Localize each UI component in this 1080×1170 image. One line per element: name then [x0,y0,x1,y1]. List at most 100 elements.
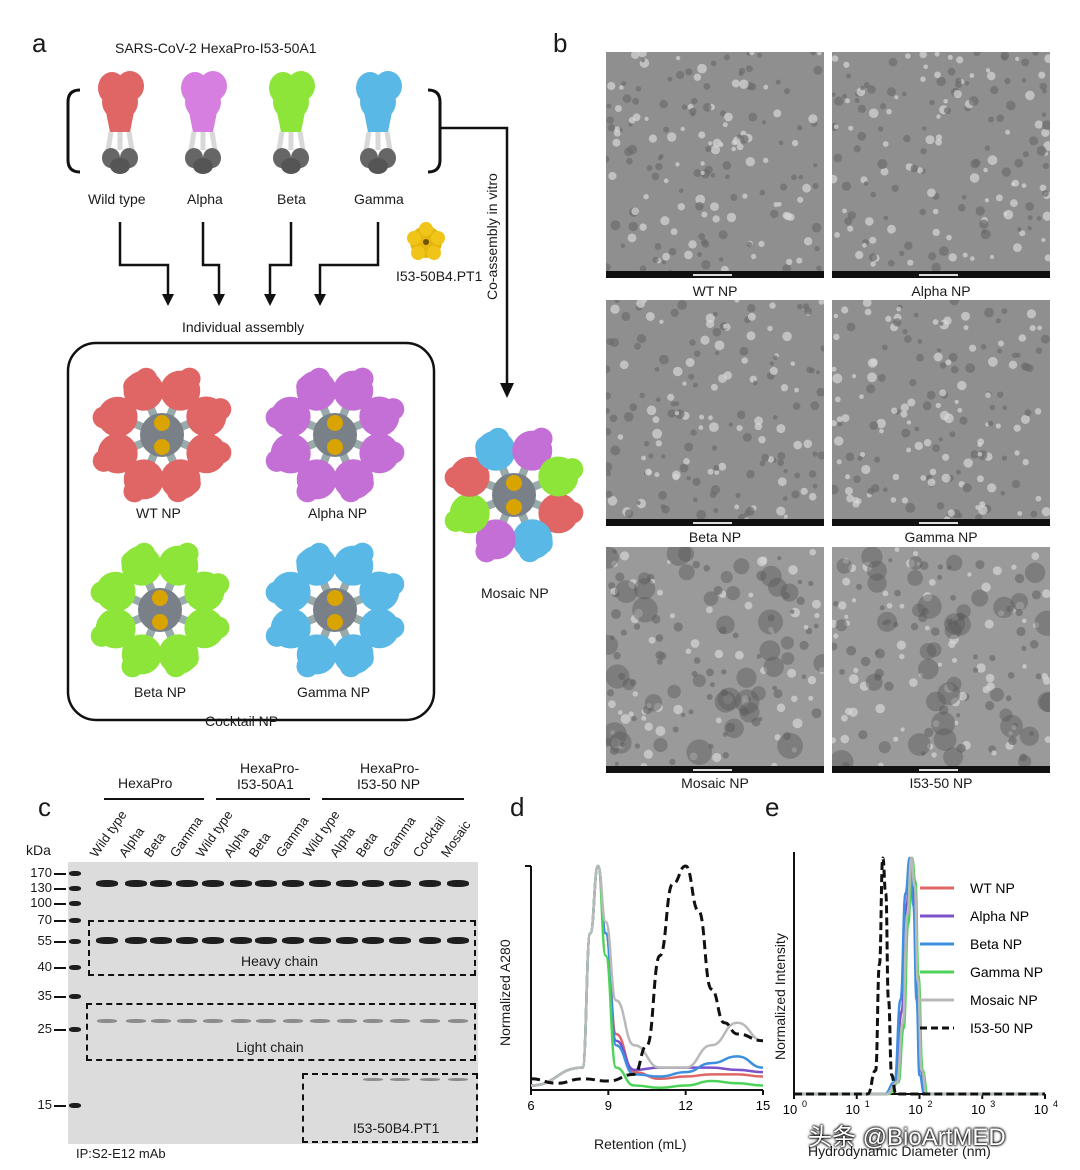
watermark: 头条 @BioArtMED [808,1124,1006,1151]
em-caption-i53-50: I53-50 NP [909,775,973,791]
series-line [530,864,764,1087]
kda-tick [54,920,66,922]
gel-band [69,871,81,876]
gel-band [363,1019,383,1023]
gel-band [309,937,331,944]
group-underline-2 [216,798,310,800]
chart-d-ylabel: Normalized A280 [497,939,513,1046]
gel-band [363,1078,383,1081]
pentamer-label: I53-50B4.PT1 [396,268,483,284]
legend-label: Mosaic NP [970,992,1038,1008]
gel-band [420,1019,440,1023]
x-tick-label: 9 [605,1098,612,1113]
gel-band [337,1019,357,1023]
group-label-hexapro-a1-line2: I53-50A1 [237,776,294,792]
np-label-beta: Beta NP [134,684,187,700]
gel-band [150,937,172,944]
em-caption-beta: Beta NP [688,529,742,545]
x-tick-exponent: 3 [990,1099,995,1109]
kda-tick [54,903,66,905]
kda-tick [54,1029,66,1031]
kda-marker-label: 100 [30,895,52,910]
heavy-chain-box [88,920,476,976]
chart-e-xlabel: Hydrodynamic Diameter (nm) [808,1143,991,1159]
light-chain-box [86,1003,476,1061]
em-image-mosaic [606,547,824,773]
gel-band [336,880,358,887]
panel-a-diagram [66,71,584,722]
gel-band [176,937,198,944]
gel-band [125,937,147,944]
gel-band [419,880,441,887]
em-image-wt [606,52,824,278]
x-tick-label: 12 [678,1098,692,1113]
series-line [794,856,1045,1096]
gel-band [203,1019,223,1023]
x-tick-exponent: 4 [1053,1099,1058,1109]
gel-band [389,880,411,887]
series-line [794,856,1045,1096]
em-texture [832,547,1050,773]
kda-tick [54,888,66,890]
gel-band [420,1078,440,1081]
gel-band [390,1078,410,1081]
panel-a-title: SARS-CoV-2 HexaPro-I53-50A1 [115,40,317,56]
gel-band [448,1078,468,1081]
kda-marker-label: 25 [37,1021,52,1036]
em-texture [606,300,824,526]
gel-band [309,880,331,887]
gel-band [96,937,118,944]
gel-band [176,880,198,887]
gel-band [419,937,441,944]
spike-protein-3 [356,71,402,174]
gel-band [202,880,224,887]
em-image-beta [606,300,824,526]
gel-band [230,880,252,887]
spike-label-wild-type: Wild type [88,191,146,207]
gel-band [151,1019,171,1023]
kda-marker-label: 70 [37,912,52,927]
individual-assembly-label: Individual assembly [182,319,305,335]
gel-band [202,937,224,944]
gel-band [447,937,469,944]
chart-d: 6 9 12 15 [525,864,770,1113]
spike-label-beta: Beta [277,191,306,207]
x-tick-label: 10 [1034,1102,1048,1117]
x-tick-label: 15 [756,1098,770,1113]
x-tick-label: 10 [783,1102,797,1117]
group-underline-1 [104,798,204,800]
gel-band [362,880,384,887]
gel-band [69,886,81,891]
scale-line [693,522,733,524]
group-label-hexapro-np-line1: HexaPro- [360,760,420,776]
gel-band [282,880,304,887]
legend-label: Beta NP [970,936,1022,952]
coassembly-label: Co-assembly in vitro [484,173,500,300]
gel-band [69,901,81,906]
x-tick-label: 10 [846,1102,860,1117]
light-chain-label: Light chain [236,1039,304,1055]
np-label-wt: WT NP [136,505,181,521]
series-line [530,864,764,1087]
cocktail-np-label: Cocktail NP [205,713,279,729]
scale-line [919,522,959,524]
series-line [530,864,764,1087]
np-beta [90,542,230,678]
group-underline-3 [322,798,464,800]
em-texture [606,547,824,773]
em-texture [606,52,824,278]
spike-protein-0 [98,71,144,174]
gel-band [69,918,81,923]
spike-label-gamma: Gamma [354,191,404,207]
gel-band [283,1019,303,1023]
kda-tick [54,1105,66,1107]
em-caption-mosaic: Mosaic NP [681,775,749,791]
gel-band [389,937,411,944]
legend-label: I53-50 NP [970,1020,1033,1036]
lane-label: Alpha [115,824,148,860]
group-label-hexapro: HexaPro [118,775,173,791]
spike-protein-1 [181,71,227,174]
x-tick-exponent: 0 [802,1099,807,1109]
spike-protein-2 [269,71,315,174]
heavy-chain-label: Heavy chain [241,953,319,969]
